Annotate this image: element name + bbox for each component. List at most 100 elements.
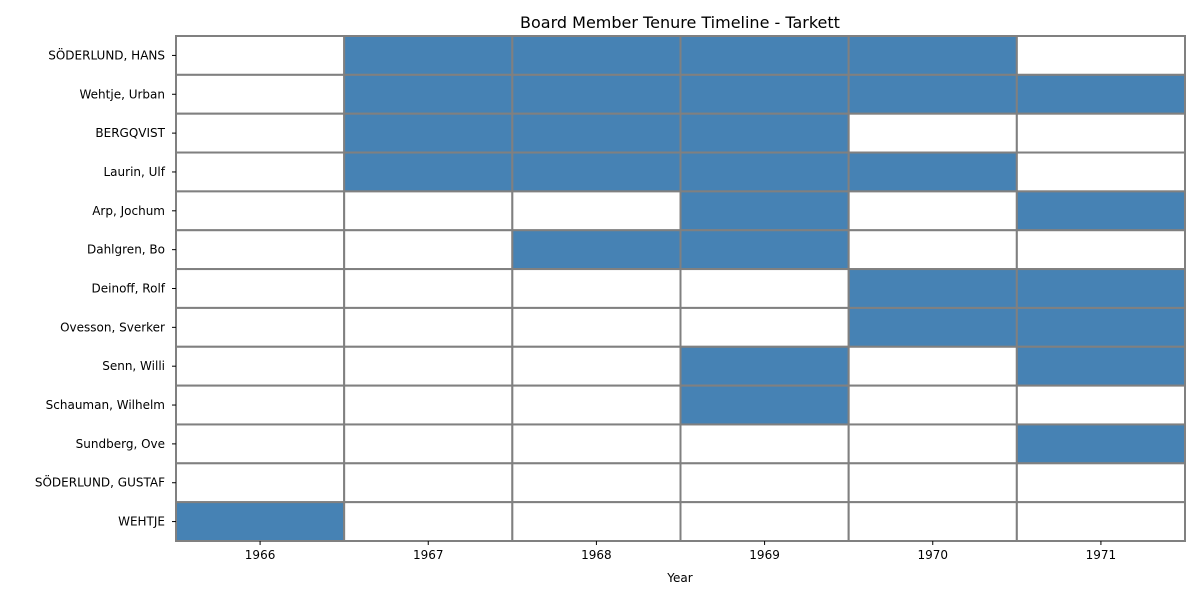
heatmap-cell: [1015, 151, 1186, 193]
heatmap-cell: [511, 151, 682, 193]
heatmap-cell: [343, 462, 514, 504]
heatmap-cell: [175, 345, 346, 387]
heatmap-cell: [343, 306, 514, 348]
heatmap-cell: [343, 384, 514, 426]
heatmap-cell: [511, 35, 682, 76]
y-tick-label: BERGQVIST: [95, 126, 165, 140]
y-tick-label: Sundberg, Ove: [76, 437, 165, 451]
heatmap-cell: [847, 190, 1018, 232]
heatmap-cell: [679, 190, 850, 232]
y-tick-label: Wehtje, Urban: [80, 87, 166, 101]
heatmap-cell: [175, 35, 346, 76]
x-tick-label: 1970: [917, 548, 948, 562]
heatmap-cell: [343, 268, 514, 309]
y-tick-label: Schauman, Wilhelm: [46, 398, 165, 412]
heatmap-cell: [343, 501, 514, 542]
heatmap-cell: [679, 112, 850, 154]
y-tick-label: SÖDERLUND, HANS: [48, 46, 165, 62]
heatmap-cell: [1015, 345, 1186, 387]
heatmap-cell: [1015, 501, 1186, 542]
y-tick-label: Ovesson, Sverker: [60, 320, 165, 334]
heatmap-cell: [847, 384, 1018, 426]
heatmap-cell: [679, 73, 850, 115]
heatmap-cell: [175, 501, 346, 542]
heatmap-cell: [679, 501, 850, 542]
heatmap-cell: [847, 306, 1018, 348]
heatmap-cell: [679, 229, 850, 271]
heatmap-cell: [679, 384, 850, 426]
heatmap-cell: [847, 462, 1018, 504]
y-tick-label: Arp, Jochum: [92, 204, 165, 218]
heatmap-cell: [847, 151, 1018, 193]
heatmap-cell: [847, 345, 1018, 387]
x-axis-label: Year: [666, 571, 692, 585]
heatmap-cell: [511, 501, 682, 542]
heatmap-cell: [511, 423, 682, 465]
x-tick-label: 1969: [749, 548, 780, 562]
heatmap-cell: [679, 462, 850, 504]
heatmap-cell: [1015, 423, 1186, 465]
heatmap-cell: [511, 345, 682, 387]
y-tick-label: SÖDERLUND, GUSTAF: [35, 474, 165, 490]
x-tick-label: 1971: [1086, 548, 1117, 562]
x-tick-label: 1968: [581, 548, 612, 562]
heatmap-cell: [679, 423, 850, 465]
heatmap-cell: [175, 73, 346, 115]
heatmap-cell: [343, 112, 514, 154]
heatmap-cell: [1015, 384, 1186, 426]
heatmap-cell: [175, 190, 346, 232]
heatmap-cell: [1015, 306, 1186, 348]
heatmap-cell: [847, 268, 1018, 309]
heatmap-cell: [343, 151, 514, 193]
heatmap-cell: [175, 423, 346, 465]
heatmap-cell: [511, 112, 682, 154]
heatmap-cell: [679, 35, 850, 76]
heatmap-cell: [511, 73, 682, 115]
heatmap-cell: [1015, 462, 1186, 504]
heatmap-cell: [175, 384, 346, 426]
heatmap-cell: [175, 268, 346, 309]
heatmap-cell: [343, 345, 514, 387]
y-axis: SÖDERLUND, HANS Wehtje, Urban BERGQVIST Lau…: [35, 46, 176, 529]
heatmap-cell: [343, 229, 514, 271]
heatmap-cell: [343, 190, 514, 232]
heatmap-cell: [679, 306, 850, 348]
heatmap-cell: [343, 35, 514, 76]
heatmap-cell: [679, 345, 850, 387]
heatmap-cells: [175, 35, 1186, 542]
heatmap-cell: [175, 306, 346, 348]
y-tick-label: Laurin, Ulf: [104, 165, 166, 179]
heatmap-cell: [511, 268, 682, 309]
x-axis: 1966 1967 1968 1969 1970 1971: [245, 541, 1116, 562]
heatmap-cell: [847, 423, 1018, 465]
x-tick-label: 1967: [413, 548, 444, 562]
y-tick-label: Senn, Willi: [102, 359, 165, 373]
heatmap-cell: [1015, 268, 1186, 309]
heatmap-cell: [511, 190, 682, 232]
heatmap-cell: [511, 306, 682, 348]
x-tick-label: 1966: [245, 548, 276, 562]
heatmap-cell: [1015, 229, 1186, 271]
y-tick-label: WEHTJE: [118, 515, 165, 529]
heatmap-cell: [679, 151, 850, 193]
heatmap-cell: [175, 112, 346, 154]
heatmap-cell: [175, 462, 346, 504]
heatmap-cell: [175, 229, 346, 271]
heatmap-cell: [847, 35, 1018, 76]
heatmap-cell: [1015, 112, 1186, 154]
y-tick-label: Dahlgren, Bo: [87, 243, 165, 257]
heatmap-cell: [1015, 35, 1186, 76]
heatmap-cell: [343, 73, 514, 115]
heatmap-cell: [343, 423, 514, 465]
heatmap-cell: [679, 268, 850, 309]
heatmap-cell: [847, 112, 1018, 154]
chart-title: Board Member Tenure Timeline - Tarkett: [520, 13, 840, 32]
y-tick-label: Deinoff, Rolf: [92, 282, 166, 296]
heatmap-cell: [511, 462, 682, 504]
heatmap-cell: [847, 229, 1018, 271]
heatmap-cell: [847, 73, 1018, 115]
heatmap-cell: [511, 229, 682, 271]
heatmap-cell: [511, 384, 682, 426]
